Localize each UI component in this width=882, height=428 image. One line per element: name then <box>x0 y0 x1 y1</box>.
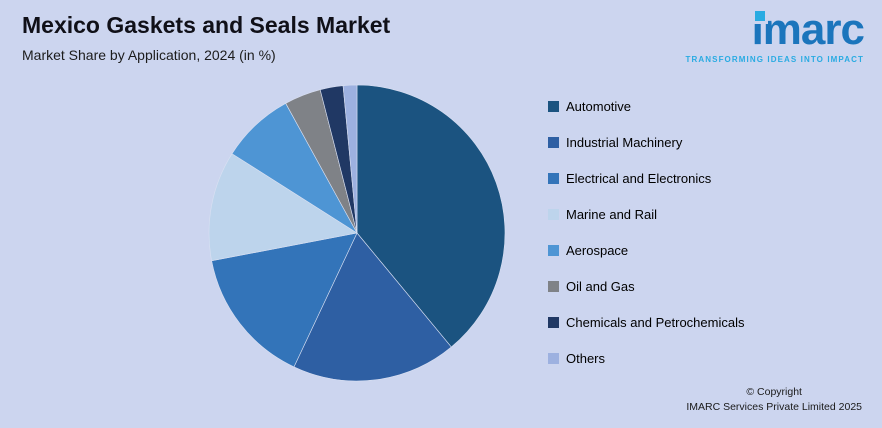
chart-legend: Automotive Industrial Machinery Electric… <box>548 99 745 388</box>
legend-swatch <box>548 101 559 112</box>
pie-slice-0 <box>356 84 506 348</box>
legend-label: Industrial Machinery <box>566 135 683 150</box>
legend-item: Electrical and Electronics <box>548 171 744 186</box>
imarc-logo: imarc TRANSFORMING IDEAS INTO IMPACT <box>685 5 865 65</box>
page-subtitle: Market Share by Application, 2024 (in %) <box>22 47 276 63</box>
legend-item: Oil and Gas <box>548 279 744 294</box>
legend-label: Others <box>566 351 606 366</box>
legend-swatch <box>548 173 559 184</box>
pie-slice-2 <box>211 232 358 368</box>
page-title: Mexico Gaskets and Seals Market <box>22 12 391 38</box>
copyright-notice: © Copyright IMARC Services Private Limit… <box>686 385 862 417</box>
legend-label: Marine and Rail <box>566 207 658 222</box>
pie-slice-7 <box>342 84 358 234</box>
imarc-brand-text: imarc <box>751 5 865 54</box>
legend-item: Chemicals and Petrochemicals <box>548 315 745 330</box>
legend-label: Aerospace <box>566 243 629 258</box>
legend-label: Automotive <box>566 99 632 114</box>
legend-item: Marine and Rail <box>548 207 744 222</box>
legend-label: Electrical and Electronics <box>566 171 712 186</box>
legend-label: Chemicals and Petrochemicals <box>566 315 745 330</box>
legend-label: Oil and Gas <box>566 279 635 294</box>
legend-item: Others <box>548 351 744 366</box>
imarc-logo-dot-icon <box>754 11 765 21</box>
legend-swatch <box>548 137 559 148</box>
legend-item: Automotive <box>548 99 744 114</box>
pie-chart-container <box>207 83 507 383</box>
pie-slice-3 <box>208 153 358 262</box>
legend-item: Aerospace <box>548 243 744 258</box>
legend-swatch <box>548 281 559 292</box>
pie-chart <box>208 84 506 382</box>
legend-swatch <box>548 245 559 256</box>
copyright-line1: © Copyright <box>746 385 802 398</box>
imarc-wordmark: imarc <box>751 5 865 54</box>
legend-swatch <box>548 317 559 328</box>
legend-swatch <box>548 353 559 364</box>
legend-swatch <box>548 209 559 220</box>
pie-slice-1 <box>293 232 452 382</box>
imarc-tagline: TRANSFORMING IDEAS INTO IMPACT <box>685 55 864 64</box>
copyright-line2: IMARC Services Private Limited 2025 <box>686 401 862 414</box>
legend-item: Industrial Machinery <box>548 135 744 150</box>
